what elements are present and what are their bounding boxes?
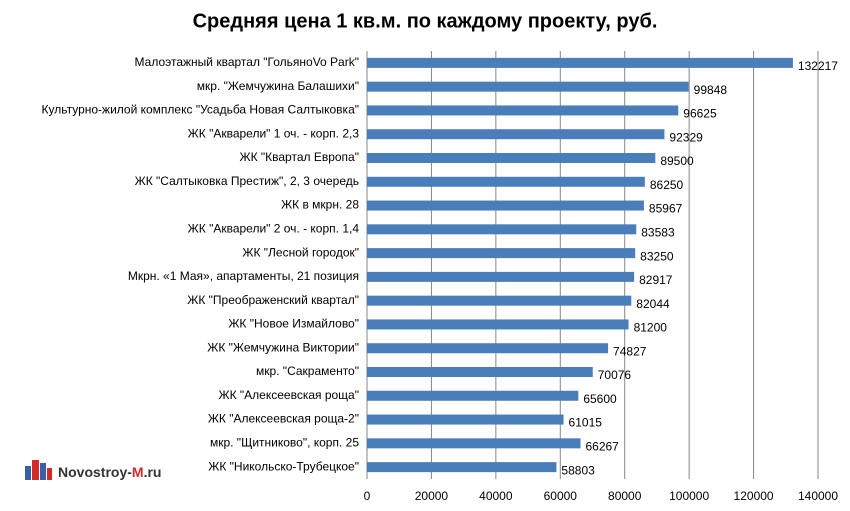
bar [367,367,593,377]
value-label: 66267 [585,440,619,454]
value-label: 132217 [798,59,838,73]
watermark-part: .ru [144,464,162,480]
bar [367,129,665,140]
y-tick-label: ЖК "Квартал Европа" [239,150,359,164]
bar [367,343,609,354]
y-tick-label: Мкрн. «1 Мая», апартаменты, 21 позиция [128,269,359,283]
bar [367,57,793,68]
watermark: Novostroy-M.ru [58,464,161,480]
y-tick-label: ЖК "Лесной городок" [242,245,359,259]
value-label: 86250 [650,178,684,192]
value-label: 82917 [639,273,673,287]
y-tick-label: ЖК "Акварели" 1 оч. - корп. 2,3 [188,126,360,140]
value-label: 99848 [694,83,728,97]
y-tick-label: ЖК "Алексеевская роща-2" [208,412,359,426]
value-label: 83250 [640,249,674,263]
chart-title: Средняя цена 1 кв.м. по каждому проекту,… [193,10,658,32]
x-tick-label: 100000 [669,489,709,503]
value-label: 70076 [598,368,632,382]
y-tick-label: ЖК "Алексеевская роща" [219,388,360,402]
y-tick-label: ЖК "Акварели" 2 оч. - корп. 1,4 [188,222,360,236]
bar [367,390,579,401]
value-label: 74827 [613,344,647,358]
bar [367,319,629,330]
x-tick-label: 40000 [479,489,513,503]
bar [367,153,656,163]
bar [367,105,679,116]
bar [367,248,636,259]
y-tick-label: ЖК "Салтыковка Престиж", 2, 3 очередь [135,174,359,188]
x-tick-label: 80000 [608,489,642,503]
y-tick-label: ЖК "Новое Измайлово" [228,317,359,331]
x-tick-label: 20000 [415,489,449,503]
value-label: 92329 [669,130,703,144]
y-tick-label: Малоэтажный квартал "ГольяноVo Park" [135,55,359,69]
value-label: 89500 [660,154,694,168]
x-tick-label: 0 [364,489,371,503]
y-tick-label: ЖК "Никольско-Трубецкое" [208,459,359,473]
bar [367,271,635,282]
y-tick-label: Культурно-жилой комплекс "Усадьба Новая … [42,103,359,117]
value-label: 83583 [641,226,675,240]
bar [367,295,632,306]
y-tick-label: мкр. "Жемчужина Балашихи" [197,79,359,93]
watermark-part: Novostroy- [58,464,132,480]
value-label: 85967 [649,202,683,216]
y-tick-label: ЖК в мкрн. 28 [281,198,359,212]
bar [367,438,581,449]
value-label: 61015 [569,416,603,430]
x-tick-label: 140000 [798,489,838,503]
y-tick-label: мкр. "Щитниково", корп. 25 [210,436,359,450]
bar [367,200,644,211]
value-label: 58803 [561,463,595,477]
bar [367,224,637,235]
bar [367,176,645,187]
logo-icon [25,460,52,480]
bar [367,414,564,425]
watermark-part: M [132,464,144,480]
bar [367,81,689,92]
y-tick-label: ЖК "Жемчужина Виктории" [207,340,359,354]
x-tick-label: 60000 [544,489,578,503]
y-tick-label: мкр. "Сакраменто" [256,364,359,378]
value-label: 81200 [634,321,668,335]
x-tick-label: 120000 [734,489,774,503]
value-label: 96625 [683,107,717,121]
value-label: 82044 [636,297,670,311]
bar [367,462,557,473]
value-label: 65600 [583,392,617,406]
y-tick-label: ЖК "Преображенский квартал" [187,293,359,307]
